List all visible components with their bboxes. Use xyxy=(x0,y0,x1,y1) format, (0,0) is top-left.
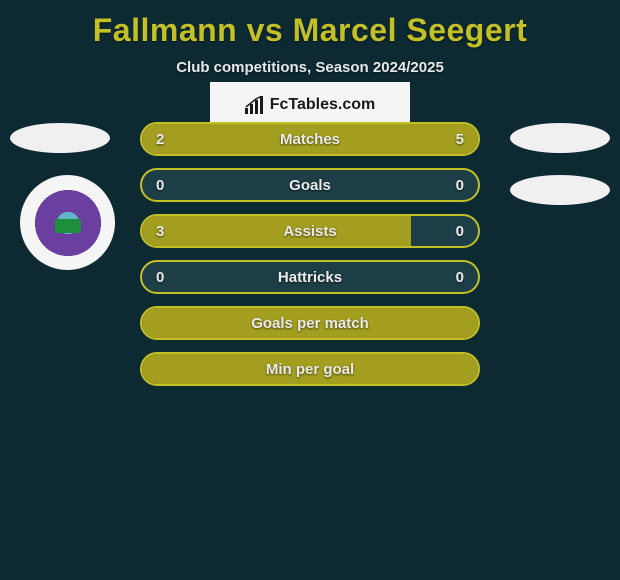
stats-bars: 2 5 Matches 0 0 Goals 3 0 Assists 0 0 Hattricks Goal… xyxy=(140,122,480,398)
stat-label: Hattricks xyxy=(278,269,342,286)
stat-value-left: 3 xyxy=(156,223,164,240)
page-title: Fallmann vs Marcel Seegert xyxy=(0,0,620,49)
stat-row: Goals per match xyxy=(140,306,480,340)
stat-value-left: 0 xyxy=(156,177,164,194)
stat-row: 0 0 Hattricks xyxy=(140,260,480,294)
stat-value-left: 0 xyxy=(156,269,164,286)
subtitle: Club competitions, Season 2024/2025 xyxy=(0,59,620,76)
stat-label: Matches xyxy=(280,131,340,148)
stat-label: Assists xyxy=(283,223,336,240)
player-right-badge xyxy=(510,123,610,153)
watermark-text: FcTables.com xyxy=(270,96,376,114)
stat-value-right: 0 xyxy=(456,269,464,286)
player-left-badge xyxy=(10,123,110,153)
stat-value-right: 5 xyxy=(456,131,464,148)
watermark-badge: FcTables.com xyxy=(210,82,410,127)
stat-row: 0 0 Goals xyxy=(140,168,480,202)
club-right-badge xyxy=(510,175,610,205)
chart-icon xyxy=(245,96,267,114)
stat-fill-right xyxy=(239,124,478,154)
stat-value-right: 0 xyxy=(456,223,464,240)
stat-fill-left xyxy=(142,216,411,246)
stat-row: 3 0 Assists xyxy=(140,214,480,248)
club-left-logo xyxy=(20,175,115,270)
stat-value-left: 2 xyxy=(156,131,164,148)
club-logo-icon xyxy=(32,187,104,259)
stat-label: Goals xyxy=(289,177,331,194)
stat-row: 2 5 Matches xyxy=(140,122,480,156)
stat-value-right: 0 xyxy=(456,177,464,194)
stat-row: Min per goal xyxy=(140,352,480,386)
stat-label: Min per goal xyxy=(266,361,354,378)
stat-label: Goals per match xyxy=(251,315,369,332)
